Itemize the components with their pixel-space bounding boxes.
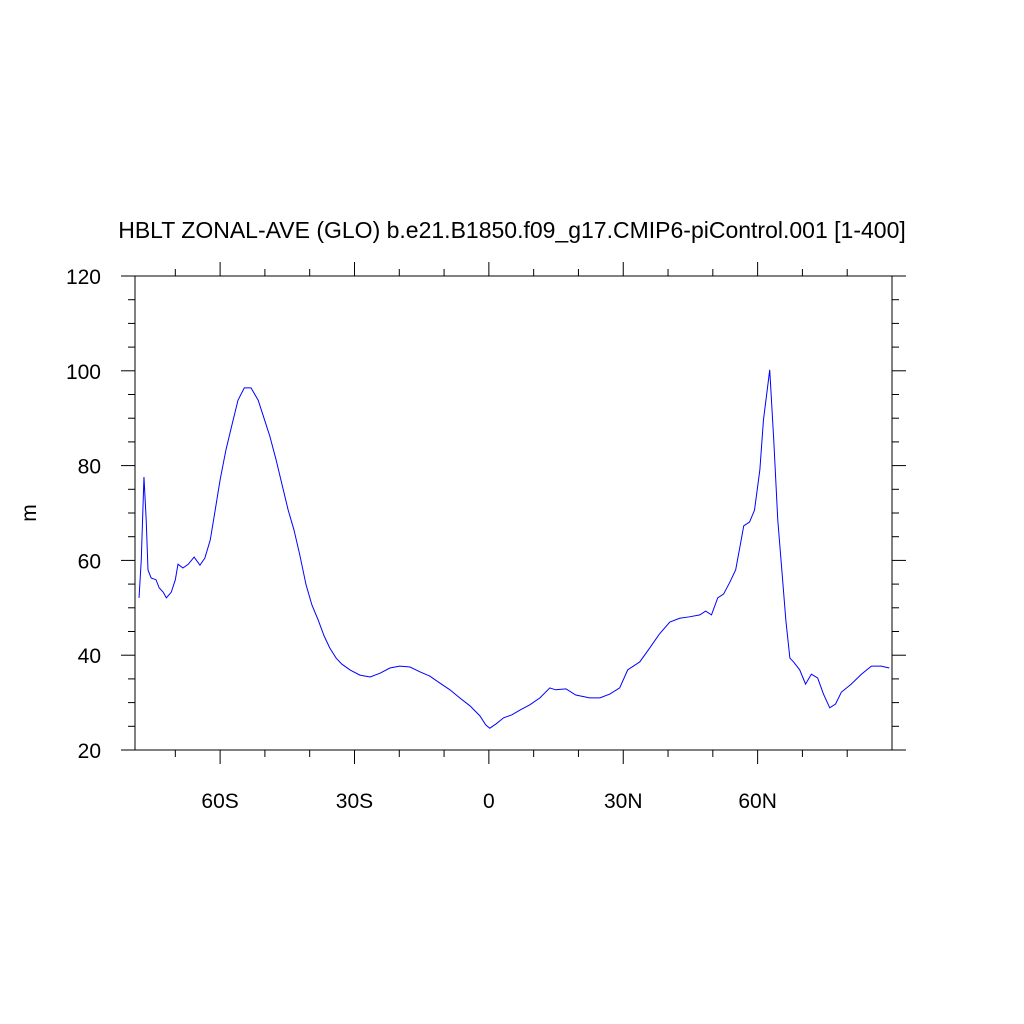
y-tick-label: 40 [78, 645, 101, 668]
data-line [138, 369, 890, 729]
y-tick-label: 20 [78, 740, 101, 763]
y-tick-label: 60 [78, 550, 101, 573]
y-tick-label: 80 [78, 456, 101, 479]
x-tick-label: 30N [604, 790, 643, 813]
y-axis-label: m [18, 504, 41, 522]
plot-frame [134, 275, 893, 751]
y-tick-label: 100 [66, 361, 101, 384]
x-tick-label: 30S [336, 790, 373, 813]
y-tick-label: 120 [66, 266, 101, 289]
x-tick-label: 0 [483, 790, 495, 813]
x-tick-label: 60N [738, 790, 777, 813]
chart-title: HBLT ZONAL-AVE (GLO) b.e21.B1850.f09_g17… [118, 217, 906, 243]
x-tick-label: 60S [201, 790, 238, 813]
